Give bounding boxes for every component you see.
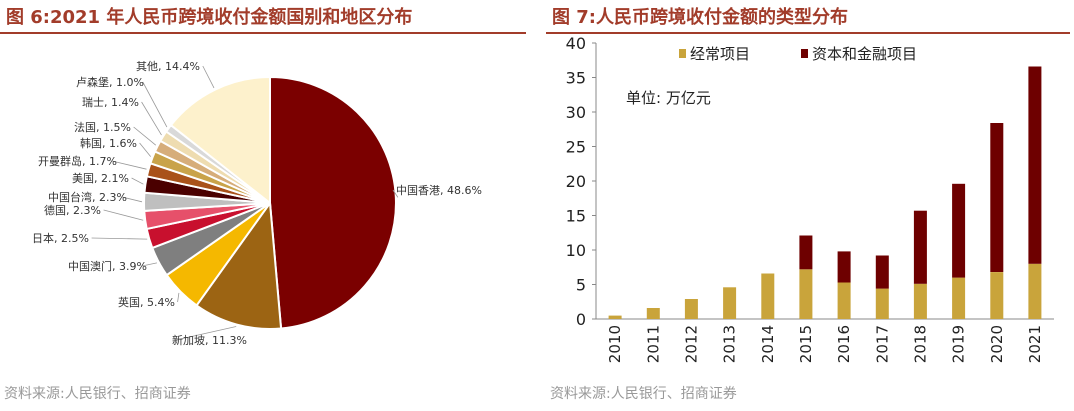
bar-segment bbox=[952, 277, 966, 319]
bar-segment bbox=[1028, 263, 1042, 319]
pie-slice bbox=[169, 75, 271, 206]
bar-segment bbox=[646, 308, 660, 319]
y-tick-label: 40 bbox=[566, 34, 586, 53]
pie-slice-label: 中国台湾, 2.3% bbox=[48, 190, 127, 204]
x-tick-label: 2021 bbox=[1026, 325, 1044, 363]
legend-swatch bbox=[679, 49, 686, 58]
bar-segment bbox=[952, 183, 966, 278]
pie-leader-line bbox=[142, 81, 168, 128]
bar-segment bbox=[990, 272, 1004, 319]
legend-label: 经常项目 bbox=[690, 45, 750, 63]
y-tick-label: 0 bbox=[576, 310, 586, 329]
y-tick-label: 20 bbox=[566, 172, 586, 191]
pie-leader-line bbox=[111, 160, 147, 170]
bar-segment bbox=[837, 251, 851, 283]
y-tick-label: 10 bbox=[566, 241, 586, 260]
bar-segment bbox=[875, 288, 889, 319]
pie-slice-label: 美国, 2.1% bbox=[72, 172, 129, 185]
pie-leader-line bbox=[177, 292, 180, 303]
pie-slice-label: 新加坡, 11.3% bbox=[172, 333, 247, 347]
x-tick-label: 2020 bbox=[988, 325, 1006, 363]
x-tick-label: 2010 bbox=[606, 325, 624, 363]
x-tick-label: 2011 bbox=[644, 325, 662, 363]
stacked-bar-chart: 0 5 10 15 20 25 30 35 40 2010 2011 2012 2013 2014 2015… bbox=[566, 34, 1054, 363]
left-source-note: 资料来源:人民银行、招商证券 bbox=[4, 386, 191, 402]
y-tick-label: 25 bbox=[566, 138, 586, 157]
pie-slice-label: 英国, 5.4% bbox=[118, 295, 175, 309]
bar-segment bbox=[761, 273, 775, 319]
bar-segment bbox=[608, 315, 622, 319]
pie-leader-line bbox=[141, 101, 162, 136]
bar-segment bbox=[723, 287, 737, 319]
pie-leader-line bbox=[91, 237, 148, 240]
pie-slice-label: 瑞士, 1.4% bbox=[82, 95, 139, 109]
y-tick-label: 35 bbox=[566, 69, 586, 88]
pie-chart: 中国香港, 48.6% 新加坡, 11.3% 英国, 5.4% 中国澳门, 3.9% 日… bbox=[32, 60, 482, 347]
pie-slice-label: 韩国, 1.6% bbox=[80, 136, 137, 150]
pie-leader-line bbox=[392, 189, 399, 198]
left-figure-panel: 图 6:2021 年人民币跨境收付金额国别和地区分布 中国香港, 48.6% 新加… bbox=[0, 0, 530, 411]
right-figure-title: 图 7:人民币跨境收付金额的类型分布 bbox=[552, 7, 848, 28]
pie-slice-label: 其他, 14.4% bbox=[136, 60, 200, 73]
pie-slice-label: 中国香港, 48.6% bbox=[396, 184, 482, 197]
right-source-note: 资料来源:人民银行、招商证券 bbox=[550, 386, 737, 402]
pie-slice bbox=[269, 75, 397, 330]
x-tick-label: 2017 bbox=[873, 325, 891, 363]
bar-segment bbox=[913, 283, 927, 319]
pie-leader-line bbox=[103, 209, 144, 221]
pie-slice-label: 开曼群岛, 1.7% bbox=[38, 154, 117, 168]
pie-leader-line bbox=[139, 142, 152, 157]
pie-leader-line bbox=[121, 196, 143, 203]
pie-slice-label: 卢森堡, 1.0% bbox=[76, 75, 144, 89]
x-tick-label: 2019 bbox=[950, 325, 968, 363]
y-tick-label: 15 bbox=[566, 207, 586, 226]
pie-slice-label: 中国澳门, 3.9% bbox=[68, 259, 147, 273]
x-tick-label: 2016 bbox=[835, 325, 853, 363]
legend-swatch bbox=[801, 49, 808, 58]
x-tick-label: 2018 bbox=[911, 325, 929, 363]
x-tick-label: 2015 bbox=[797, 325, 815, 363]
bar-segment bbox=[837, 282, 851, 319]
pie-leader-line bbox=[202, 65, 215, 89]
legend-label: 资本和金融项目 bbox=[812, 45, 917, 63]
bar-segment bbox=[875, 255, 889, 289]
pie-leader-line bbox=[131, 177, 144, 185]
left-figure-title: 图 6:2021 年人民币跨境收付金额国别和地区分布 bbox=[6, 7, 413, 28]
y-tick-label: 5 bbox=[576, 276, 586, 295]
y-tick-label: 30 bbox=[566, 103, 586, 122]
bar-segment bbox=[990, 123, 1004, 272]
right-title-rule bbox=[546, 32, 1070, 34]
pie-slice-label: 德国, 2.3% bbox=[44, 203, 101, 217]
x-tick-label: 2013 bbox=[721, 325, 739, 363]
bar-segment bbox=[684, 299, 698, 319]
bar-segment bbox=[913, 210, 927, 284]
bar-segment bbox=[799, 235, 813, 270]
pie-leader-line bbox=[141, 262, 157, 267]
pie-leader-line bbox=[133, 126, 157, 146]
pie-slice-label: 法国, 1.5% bbox=[74, 120, 131, 134]
pie-slice bbox=[195, 200, 283, 330]
unit-annotation: 单位: 万亿元 bbox=[626, 89, 711, 107]
bar-segment bbox=[799, 269, 813, 319]
x-tick-label: 2014 bbox=[759, 325, 777, 363]
pie-leader-line bbox=[175, 326, 237, 341]
bar-segment bbox=[1028, 66, 1042, 264]
left-title-rule bbox=[0, 32, 526, 34]
right-figure-panel: 图 7:人民币跨境收付金额的类型分布 0 5 10 15 20 25 30 35 40 2010 2… bbox=[546, 0, 1074, 411]
pie-slice-label: 日本, 2.5% bbox=[32, 231, 89, 245]
x-tick-label: 2012 bbox=[682, 325, 700, 363]
